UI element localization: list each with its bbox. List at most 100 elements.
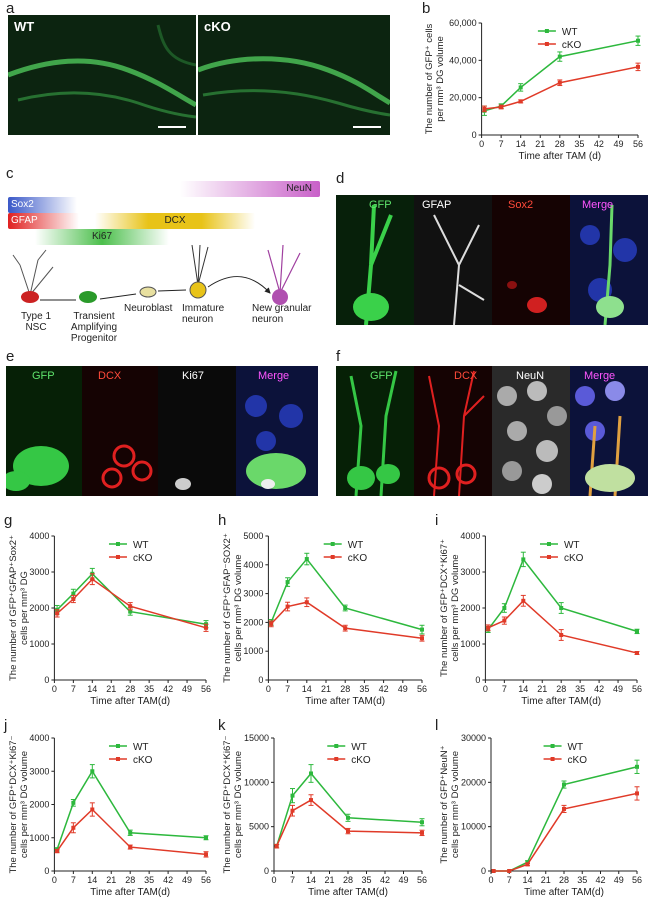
marker-bar-sox2: Sox2 [8,197,77,213]
data-point-cko [507,869,512,873]
x-tick-label: 28 [125,875,135,885]
dg-cko-illustration [198,15,390,135]
x-tick-label: 0 [271,875,276,885]
data-point-cko [274,844,279,849]
legend-label-wt: WT [562,27,578,38]
data-point-wt [562,782,566,787]
legend-label-cko: cKO [348,553,368,564]
x-axis-title: Time after TAM(d) [90,887,170,898]
x-tick-label: 35 [574,139,584,149]
data-point-cko [71,597,76,601]
data-point-cko [343,626,348,631]
x-tick-label: 42 [163,875,173,885]
data-point-cko [557,80,562,85]
legend-label-cko: cKO [562,40,582,51]
legend-label-wt: WT [133,742,149,753]
data-point-cko [204,852,208,857]
label-f-dcx: DCX [454,370,478,382]
legend-label-cko: cKO [133,755,153,766]
series-line-wt [487,557,638,633]
y-tick-label: 60,000 [449,18,477,28]
data-point-cko [499,105,504,109]
legend-label-cko: cKO [568,755,588,766]
data-point-wt [518,85,523,90]
y-tick-label: 4000 [29,733,49,743]
legend-marker-wt [115,744,120,748]
y-tick-label: 10000 [461,822,486,832]
label-f-gfp: GFP [370,370,393,382]
panel-letter-f: f [336,348,341,365]
marker-bar-neun: NeuN [180,181,320,197]
data-point-cko [482,106,487,111]
stage-progenitor: Transient Amplifying Progenitor [70,311,118,344]
y-tick-label: 4000 [460,531,480,541]
x-tick-label: 14 [302,684,312,694]
y-tick-label: 3000 [29,766,49,776]
x-tick-label: 42 [380,875,390,885]
data-point-cko [90,807,95,812]
data-point-wt [304,557,309,562]
data-point-wt [90,769,95,774]
x-tick-label: 21 [324,875,334,885]
data-point-cko [636,64,640,69]
y-tick-label: 30000 [461,733,486,743]
x-tick-label: 42 [594,684,604,694]
legend-marker-wt [330,542,335,546]
data-point-cko [346,829,350,834]
micro-f-merge: Merge [570,366,648,496]
data-point-cko [635,651,639,655]
y-tick-label: 20,000 [449,93,477,103]
stage-neuroblast: Neuroblast [124,303,173,314]
x-tick-label: 21 [106,684,116,694]
panel-letter-h: h [218,512,227,529]
x-tick-label: 56 [632,875,642,885]
y-axis-title-line: cells per mm³ DG [19,571,30,645]
micrograph-wt: WT [8,15,196,135]
x-tick-label: 42 [163,684,173,694]
x-tick-label: 7 [499,139,504,149]
y-tick-label: 2000 [29,800,49,810]
legend-marker-wt [334,744,339,748]
data-point-wt [557,54,562,59]
x-tick-label: 49 [398,875,408,885]
x-tick-label: 28 [343,875,353,885]
x-tick-label: 21 [535,139,545,149]
y-axis-title-line: The number of GFP⁺DCX⁺Ki67⁻ [222,735,233,873]
x-tick-label: 7 [502,684,507,694]
x-tick-label: 35 [144,684,154,694]
series-line-wt [270,557,423,631]
data-point-wt [128,830,133,835]
x-tick-label: 21 [537,684,547,694]
data-point-cko [491,869,496,873]
data-point-cko [562,806,566,811]
data-point-cko [525,862,530,867]
legend-label-wt: WT [348,540,364,551]
x-tick-label: 35 [577,875,587,885]
x-tick-label: 21 [106,875,116,885]
data-point-wt [343,606,348,610]
y-tick-label: 40,000 [449,55,477,65]
x-tick-label: 49 [182,875,192,885]
micro-d-sox2: Sox2 [492,195,570,325]
stage-type1-nsc: Type 1 NSC [20,311,52,333]
series-line-wt [493,766,638,872]
legend-label-wt: WT [351,742,367,753]
x-tick-label: 7 [71,875,76,885]
legend-marker-cko [330,555,335,559]
x-tick-label: 7 [290,875,295,885]
y-axis-title-line: The number of GFP⁺NeuN⁺ [439,745,450,863]
y-tick-label: 0 [481,866,486,876]
y-tick-label: 1000 [460,639,480,649]
stage-new-granular-neuron: New granular neuron [252,303,312,325]
x-tick-label: 56 [632,684,642,694]
y-axis-title-line: The number of GFP⁺GFAP⁻SOX2⁺ [222,533,233,683]
data-point-cko [269,621,274,626]
chart-j: 0 1000 2000 3000 4000 0 7 14 21 28 35 42 49 56 Time af… [8,733,211,898]
x-tick-label: 49 [398,684,408,694]
data-point-cko [635,791,639,796]
panel-letter-a: a [6,0,15,17]
chart-l: 0 10000 20000 30000 0 7 14 21 28 35 42 49 56 Time aft… [439,733,642,898]
x-tick-label: 14 [87,684,97,694]
y-tick-label: 5000 [243,531,263,541]
data-point-cko [502,618,507,623]
